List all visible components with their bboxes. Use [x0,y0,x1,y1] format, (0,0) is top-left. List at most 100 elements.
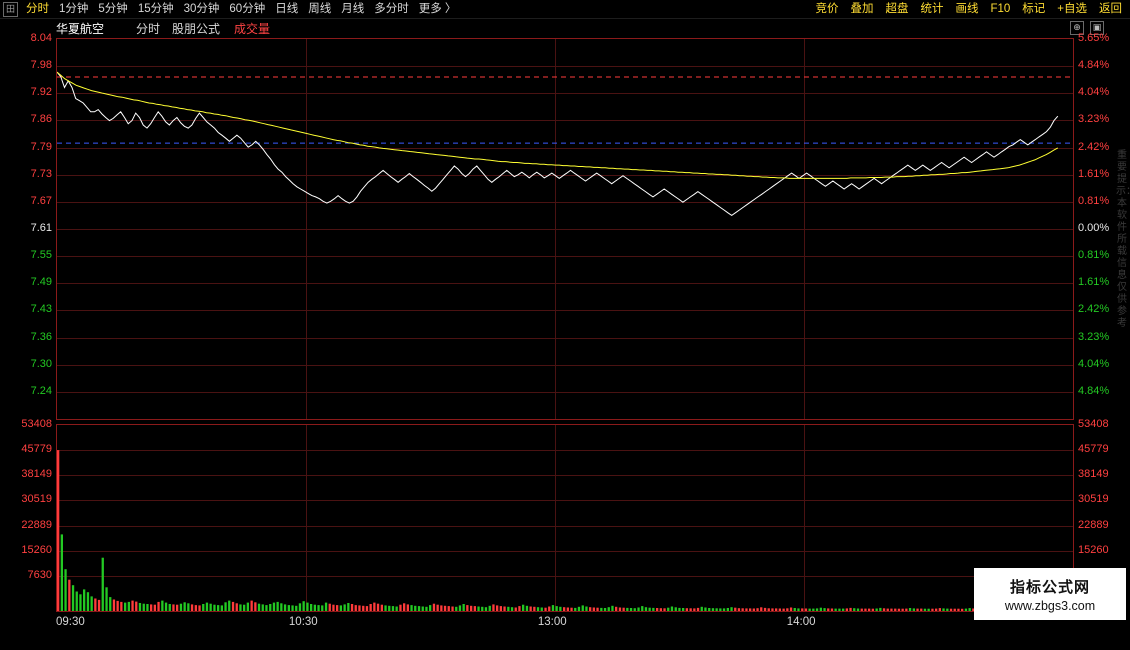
price-axis-tick-left: 7.43 [30,303,52,315]
volume-bar [875,608,878,611]
volume-bar [514,607,517,611]
volume-bar [321,605,324,611]
volume-bar [815,608,819,611]
volume-bar [700,606,703,611]
period-tab-daily[interactable]: 日线 [275,3,299,15]
volume-bar [458,605,462,611]
period-tab-fenshi[interactable]: 分时 [26,3,49,15]
vertical-side-text: 重要提示：本软件所载信息仅供参考 [1116,150,1130,329]
period-tab-15min[interactable]: 15分钟 [137,3,174,15]
volume-bar [953,608,956,611]
volume-bar [693,608,696,611]
volume-bar [194,605,197,611]
volume-bar [533,606,536,611]
volume-bar [555,606,558,611]
volume-bar [622,607,625,611]
volume-bar [559,606,562,611]
volume-bar [771,608,774,611]
action-bidding[interactable]: 竞价 [815,3,839,15]
volume-bar [269,604,272,611]
volume-bar [927,608,930,611]
period-tab-30min[interactable]: 30分钟 [183,3,220,15]
price-axis-tick-right: 4.04% [1078,86,1110,98]
volume-bar [217,605,220,611]
volume-chart-panel[interactable] [56,424,1074,612]
volume-bar [734,607,737,611]
volume-bar [101,557,104,611]
volume-bar [86,592,90,611]
period-tab-more[interactable]: 更多 〉 [418,3,457,15]
volume-bar [563,607,566,611]
action-draw[interactable]: 画线 [955,3,979,15]
volume-bar [481,606,484,611]
volume-bar [380,604,383,611]
period-tab-1min[interactable]: 1分钟 [59,3,89,15]
volume-bar [972,608,975,611]
volume-bar [246,602,249,611]
volume-bar [536,607,540,611]
volume-bar [812,608,815,611]
period-tab-weekly[interactable]: 周线 [308,3,332,15]
price-axis-tick-right: 3.23% [1078,331,1110,343]
volume-bar [317,605,320,611]
volume-bar [499,606,502,611]
volume-bar [871,608,874,611]
volume-bar [369,604,372,611]
volume-bar [328,603,331,611]
volume-bar [570,607,573,611]
toolbar-left-group: 田 分时 1分钟 5分钟 15分钟 30分钟 60分钟 日线 周线 月线 多分时… [0,0,461,18]
volume-bar [403,603,406,611]
price-axis-tick-left: 7.30 [30,358,52,370]
volume-bar [116,600,119,611]
price-axis-tick-right: 1.61% [1078,168,1110,180]
action-overlay[interactable]: 叠加 [850,3,874,15]
volume-bar [685,608,688,611]
volume-bar [414,605,417,611]
volume-bar [782,608,785,611]
volume-bar [901,608,904,611]
period-tab-multi-fenshi[interactable]: 多分时 [374,3,409,15]
volume-bar [410,605,413,611]
volume-bar [823,608,826,611]
x-axis-tick: 10:30 [288,616,318,628]
volume-bar [231,601,235,611]
action-superdisk[interactable]: 超盘 [885,3,909,15]
volume-bar [198,605,201,611]
volume-bar [589,607,592,611]
action-f10[interactable]: F10 [990,3,1011,15]
volume-bar [853,608,856,611]
volume-bar [920,608,923,611]
volume-bar [946,608,949,611]
volume-bar [957,608,960,611]
volume-bar [518,606,521,611]
volume-bar [611,605,614,611]
action-add-watchlist[interactable]: +自选 [1057,3,1087,15]
volume-bar [648,607,651,611]
period-tab-5min[interactable]: 5分钟 [98,3,128,15]
bottom-left-note [4,639,7,650]
top-toolbar: 田 分时 1分钟 5分钟 15分钟 30分钟 60分钟 日线 周线 月线 多分时… [0,0,1130,19]
volume-axis-tick-right: 38149 [1078,468,1109,480]
volume-bar [808,608,811,611]
volume-bar [696,607,700,611]
maximize-icon[interactable]: ▣ [1090,21,1104,35]
volume-bar [135,601,138,611]
volume-axis-tick-right: 53408 [1078,418,1109,430]
volume-bar [455,606,458,611]
price-axis-tick-right: 4.84% [1078,385,1110,397]
volume-bar [146,604,149,611]
action-back[interactable]: 返回 [1099,3,1122,15]
price-chart-panel[interactable] [56,38,1074,420]
volume-bar [868,608,871,611]
volume-bar [507,606,510,611]
volume-bar [581,605,584,611]
crosshair-icon[interactable]: ⊕ [1070,21,1084,35]
action-statistics[interactable]: 统计 [920,3,944,15]
action-mark[interactable]: 标记 [1022,3,1046,15]
period-tab-monthly[interactable]: 月线 [341,3,365,15]
volume-bar [138,603,142,611]
grid-icon[interactable]: 田 [3,1,18,17]
volume-bar [830,608,834,611]
volume-bar [306,602,309,611]
period-tab-60min[interactable]: 60分钟 [229,3,266,15]
